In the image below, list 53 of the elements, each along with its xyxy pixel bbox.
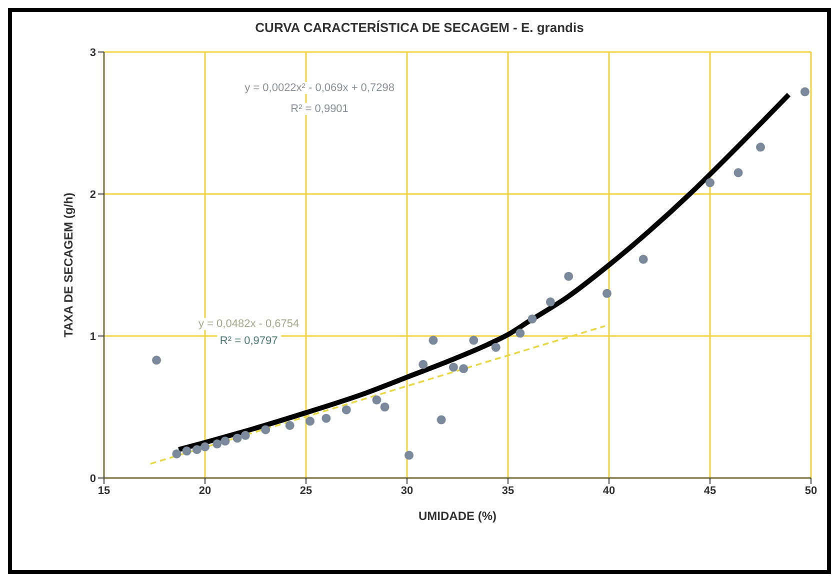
x-tick-label: 50 [804,484,818,497]
x-tick-label: 45 [704,484,716,497]
point [232,434,242,443]
point [212,439,222,448]
point [372,395,382,404]
x-tick-label: 25 [300,484,312,497]
point [734,168,743,178]
x-tick-label: 35 [502,484,514,497]
x-tick-label: 15 [98,484,110,497]
y-tick-label: 3 [90,46,96,59]
point [459,364,468,374]
y-tick-label: 1 [90,330,96,343]
annotation: y = 0,0482x - 0,6754 [196,318,302,330]
point [528,314,537,324]
annotation: y = 0,0022x² - 0,069x + 0,7298 [242,82,398,94]
point [380,402,390,412]
point [220,436,230,446]
y-tick-label: 0 [90,472,96,485]
y-axis-title: TAXA DE SECAGEM (g/h) [61,192,76,338]
point [306,416,315,426]
point [516,328,525,338]
annotation: R² = 0,9797 [216,335,281,348]
point [172,449,182,458]
point [705,178,715,188]
point [240,430,250,440]
point [152,356,162,365]
point [564,272,574,281]
x-tick-label: 40 [602,484,616,497]
point [491,342,500,352]
x-tick-label: 20 [198,484,212,497]
point [602,288,612,298]
point [322,414,331,423]
point [436,415,446,424]
point [638,254,648,264]
y-tick-label: 2 [90,188,96,201]
point [404,450,414,460]
chart-title: CURVA CARACTERÍSTICA DE SECAGEM - E. grandis [254,20,585,35]
point [261,425,270,434]
point [285,420,294,430]
point [192,445,202,454]
point [200,442,210,452]
point [800,87,810,96]
point [182,446,192,456]
point [342,405,351,414]
point [756,142,766,152]
point [469,336,478,345]
point [448,362,458,372]
x-tick-label: 30 [400,484,414,497]
point [418,360,428,369]
point [428,336,438,345]
x-axis-title: UMIDADE (%) [418,509,496,523]
annotation: R² = 0,9901 [288,103,352,116]
point [546,297,555,306]
